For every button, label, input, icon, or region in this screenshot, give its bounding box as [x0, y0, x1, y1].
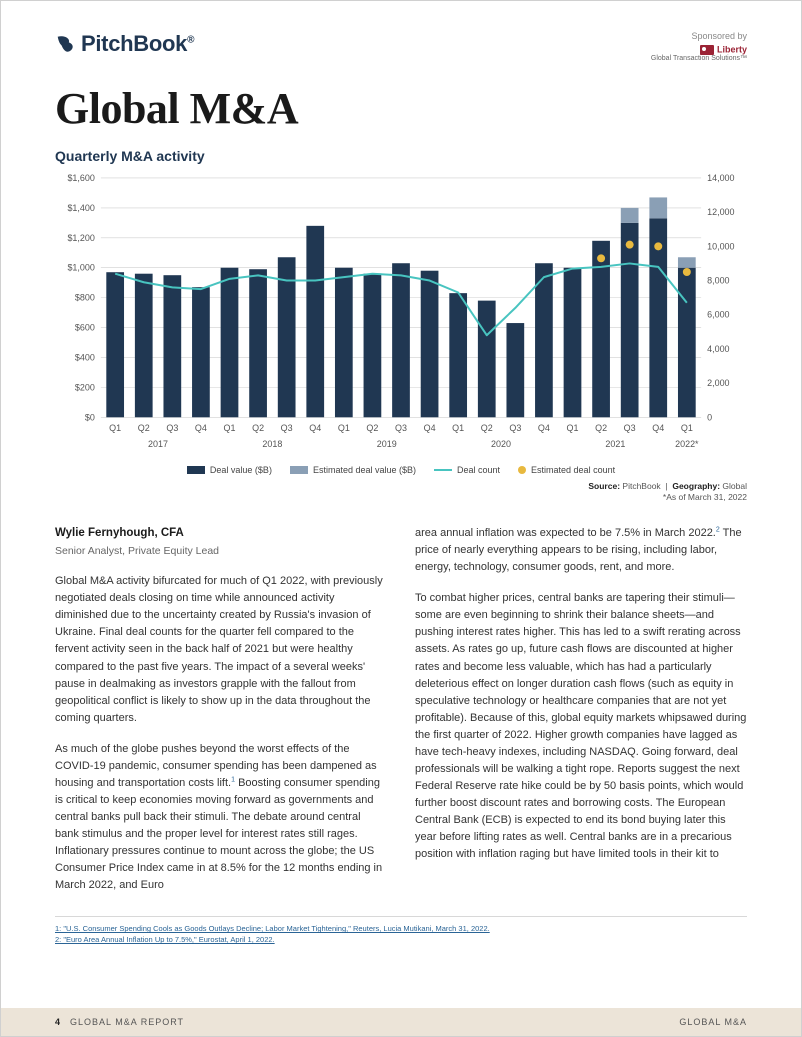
- svg-text:Q2: Q2: [366, 423, 378, 433]
- svg-text:$1,000: $1,000: [67, 263, 94, 273]
- right-para-2: To combat higher prices, central banks a…: [415, 590, 747, 863]
- svg-text:2022*: 2022*: [675, 439, 699, 449]
- svg-text:Q1: Q1: [452, 423, 464, 433]
- svg-text:$1,200: $1,200: [67, 233, 94, 243]
- sponsor-name: Liberty: [717, 44, 747, 54]
- svg-text:Q3: Q3: [166, 423, 178, 433]
- svg-text:10,000: 10,000: [707, 241, 734, 251]
- svg-text:2021: 2021: [605, 439, 625, 449]
- svg-text:Q4: Q4: [538, 423, 550, 433]
- svg-text:Q2: Q2: [481, 423, 493, 433]
- footer-left: 4 GLOBAL M&A REPORT: [55, 1017, 184, 1027]
- author-title: Senior Analyst, Private Equity Lead: [55, 543, 387, 559]
- chart-container: $0 $200 $400 $600 $800 $1,000 $1,200 $1,400 $1,6…: [55, 172, 747, 503]
- chart-asof: *As of March 31, 2022: [663, 492, 747, 502]
- svg-text:14,000: 14,000: [707, 173, 734, 183]
- svg-text:Q2: Q2: [595, 423, 607, 433]
- svg-text:2017: 2017: [148, 439, 168, 449]
- svg-text:Q2: Q2: [252, 423, 264, 433]
- author-name: Wylie Fernyhough, CFA: [55, 525, 387, 543]
- right-para-1a: area annual inflation was expected to be…: [415, 527, 716, 539]
- logo-text: PitchBook®: [81, 31, 194, 57]
- page-number: 4: [55, 1017, 60, 1027]
- svg-text:8,000: 8,000: [707, 275, 729, 285]
- svg-text:Q1: Q1: [224, 423, 236, 433]
- legend-line-swatch: [434, 469, 452, 471]
- footnote-1[interactable]: 1: "U.S. Consumer Spending Cools as Good…: [55, 923, 747, 934]
- svg-text:Q4: Q4: [309, 423, 321, 433]
- left-para-2: As much of the globe pushes beyond the w…: [55, 741, 387, 894]
- footer-left-label: GLOBAL M&A REPORT: [70, 1017, 184, 1027]
- chart-geo-name: Global: [722, 481, 747, 491]
- page-footer: 4 GLOBAL M&A REPORT GLOBAL M&A: [1, 1008, 801, 1036]
- left-para-2b: Boosting consumer spending is critical t…: [55, 777, 382, 891]
- svg-text:$400: $400: [75, 352, 95, 362]
- legend-dot-swatch: [518, 466, 526, 474]
- legend-est-deal-count: Estimated deal count: [518, 465, 615, 475]
- svg-text:$800: $800: [75, 293, 95, 303]
- left-para-1: Global M&A activity bifurcated for much …: [55, 573, 387, 726]
- svg-text:Q1: Q1: [567, 423, 579, 433]
- svg-text:2018: 2018: [262, 439, 282, 449]
- chart-source-prefix: Source:: [588, 481, 620, 491]
- svg-text:Q3: Q3: [509, 423, 521, 433]
- logo-text-label: PitchBook: [81, 31, 187, 56]
- chart-source: Source: PitchBook | Geography: Global *A…: [55, 481, 747, 503]
- svg-text:Q3: Q3: [395, 423, 407, 433]
- svg-text:Q1: Q1: [681, 423, 693, 433]
- svg-text:2019: 2019: [377, 439, 397, 449]
- svg-text:4,000: 4,000: [707, 344, 729, 354]
- svg-text:Q2: Q2: [138, 423, 150, 433]
- right-column: area annual inflation was expected to be…: [415, 525, 747, 908]
- left-column: Wylie Fernyhough, CFA Senior Analyst, Pr…: [55, 525, 387, 908]
- legend-estbar-swatch: [290, 466, 308, 474]
- svg-text:0: 0: [707, 412, 712, 422]
- footer-right: GLOBAL M&A: [679, 1017, 747, 1027]
- svg-text:$600: $600: [75, 322, 95, 332]
- header-row: PitchBook® Sponsored by Liberty Global T…: [55, 31, 747, 63]
- logo: PitchBook®: [55, 31, 194, 57]
- svg-text:Q3: Q3: [624, 423, 636, 433]
- legend-est-deal-value-label: Estimated deal value ($B): [313, 465, 416, 475]
- page-root: PitchBook® Sponsored by Liberty Global T…: [0, 0, 802, 1037]
- footnote-divider: [55, 916, 747, 917]
- svg-text:Q4: Q4: [652, 423, 664, 433]
- chart-svg: $0 $200 $400 $600 $800 $1,000 $1,200 $1,400 $1,6…: [55, 172, 747, 461]
- legend-deal-value: Deal value ($B): [187, 465, 272, 475]
- liberty-flag-icon: [700, 45, 714, 55]
- right-para-1: area annual inflation was expected to be…: [415, 525, 747, 576]
- svg-text:2,000: 2,000: [707, 378, 729, 388]
- legend-est-deal-value: Estimated deal value ($B): [290, 465, 416, 475]
- legend-deal-count: Deal count: [434, 465, 500, 475]
- svg-text:$200: $200: [75, 382, 95, 392]
- footnotes: 1: "U.S. Consumer Spending Cools as Good…: [55, 923, 747, 946]
- sponsored-by-label: Sponsored by: [651, 31, 747, 41]
- page-title: Global M&A: [55, 83, 747, 134]
- chart-legend: Deal value ($B) Estimated deal value ($B…: [55, 465, 747, 475]
- chart-source-name: PitchBook: [622, 481, 660, 491]
- svg-text:Q1: Q1: [338, 423, 350, 433]
- svg-text:2020: 2020: [491, 439, 511, 449]
- sponsor-block: Sponsored by Liberty Global Transaction …: [651, 31, 747, 63]
- svg-text:Q4: Q4: [195, 423, 207, 433]
- svg-text:6,000: 6,000: [707, 310, 729, 320]
- body-columns: Wylie Fernyhough, CFA Senior Analyst, Pr…: [55, 525, 747, 908]
- svg-text:Q3: Q3: [281, 423, 293, 433]
- chart-title: Quarterly M&A activity: [55, 148, 747, 164]
- svg-text:$0: $0: [85, 412, 95, 422]
- sponsor-logo: Liberty Global Transaction Solutions™: [651, 45, 747, 63]
- svg-text:$1,600: $1,600: [67, 173, 94, 183]
- svg-text:$1,400: $1,400: [67, 203, 94, 213]
- svg-text:12,000: 12,000: [707, 207, 734, 217]
- legend-deal-value-label: Deal value ($B): [210, 465, 272, 475]
- footnote-2[interactable]: 2: "Euro Area Annual Inflation Up to 7.5…: [55, 934, 747, 945]
- svg-text:Q1: Q1: [109, 423, 121, 433]
- sponsor-subtitle: Global Transaction Solutions™: [651, 55, 747, 63]
- svg-text:Q4: Q4: [424, 423, 436, 433]
- legend-deal-count-label: Deal count: [457, 465, 500, 475]
- chart-geo-prefix: Geography:: [672, 481, 720, 491]
- legend-bar-swatch: [187, 466, 205, 474]
- legend-est-deal-count-label: Estimated deal count: [531, 465, 615, 475]
- pitchbook-mark-icon: [55, 33, 77, 55]
